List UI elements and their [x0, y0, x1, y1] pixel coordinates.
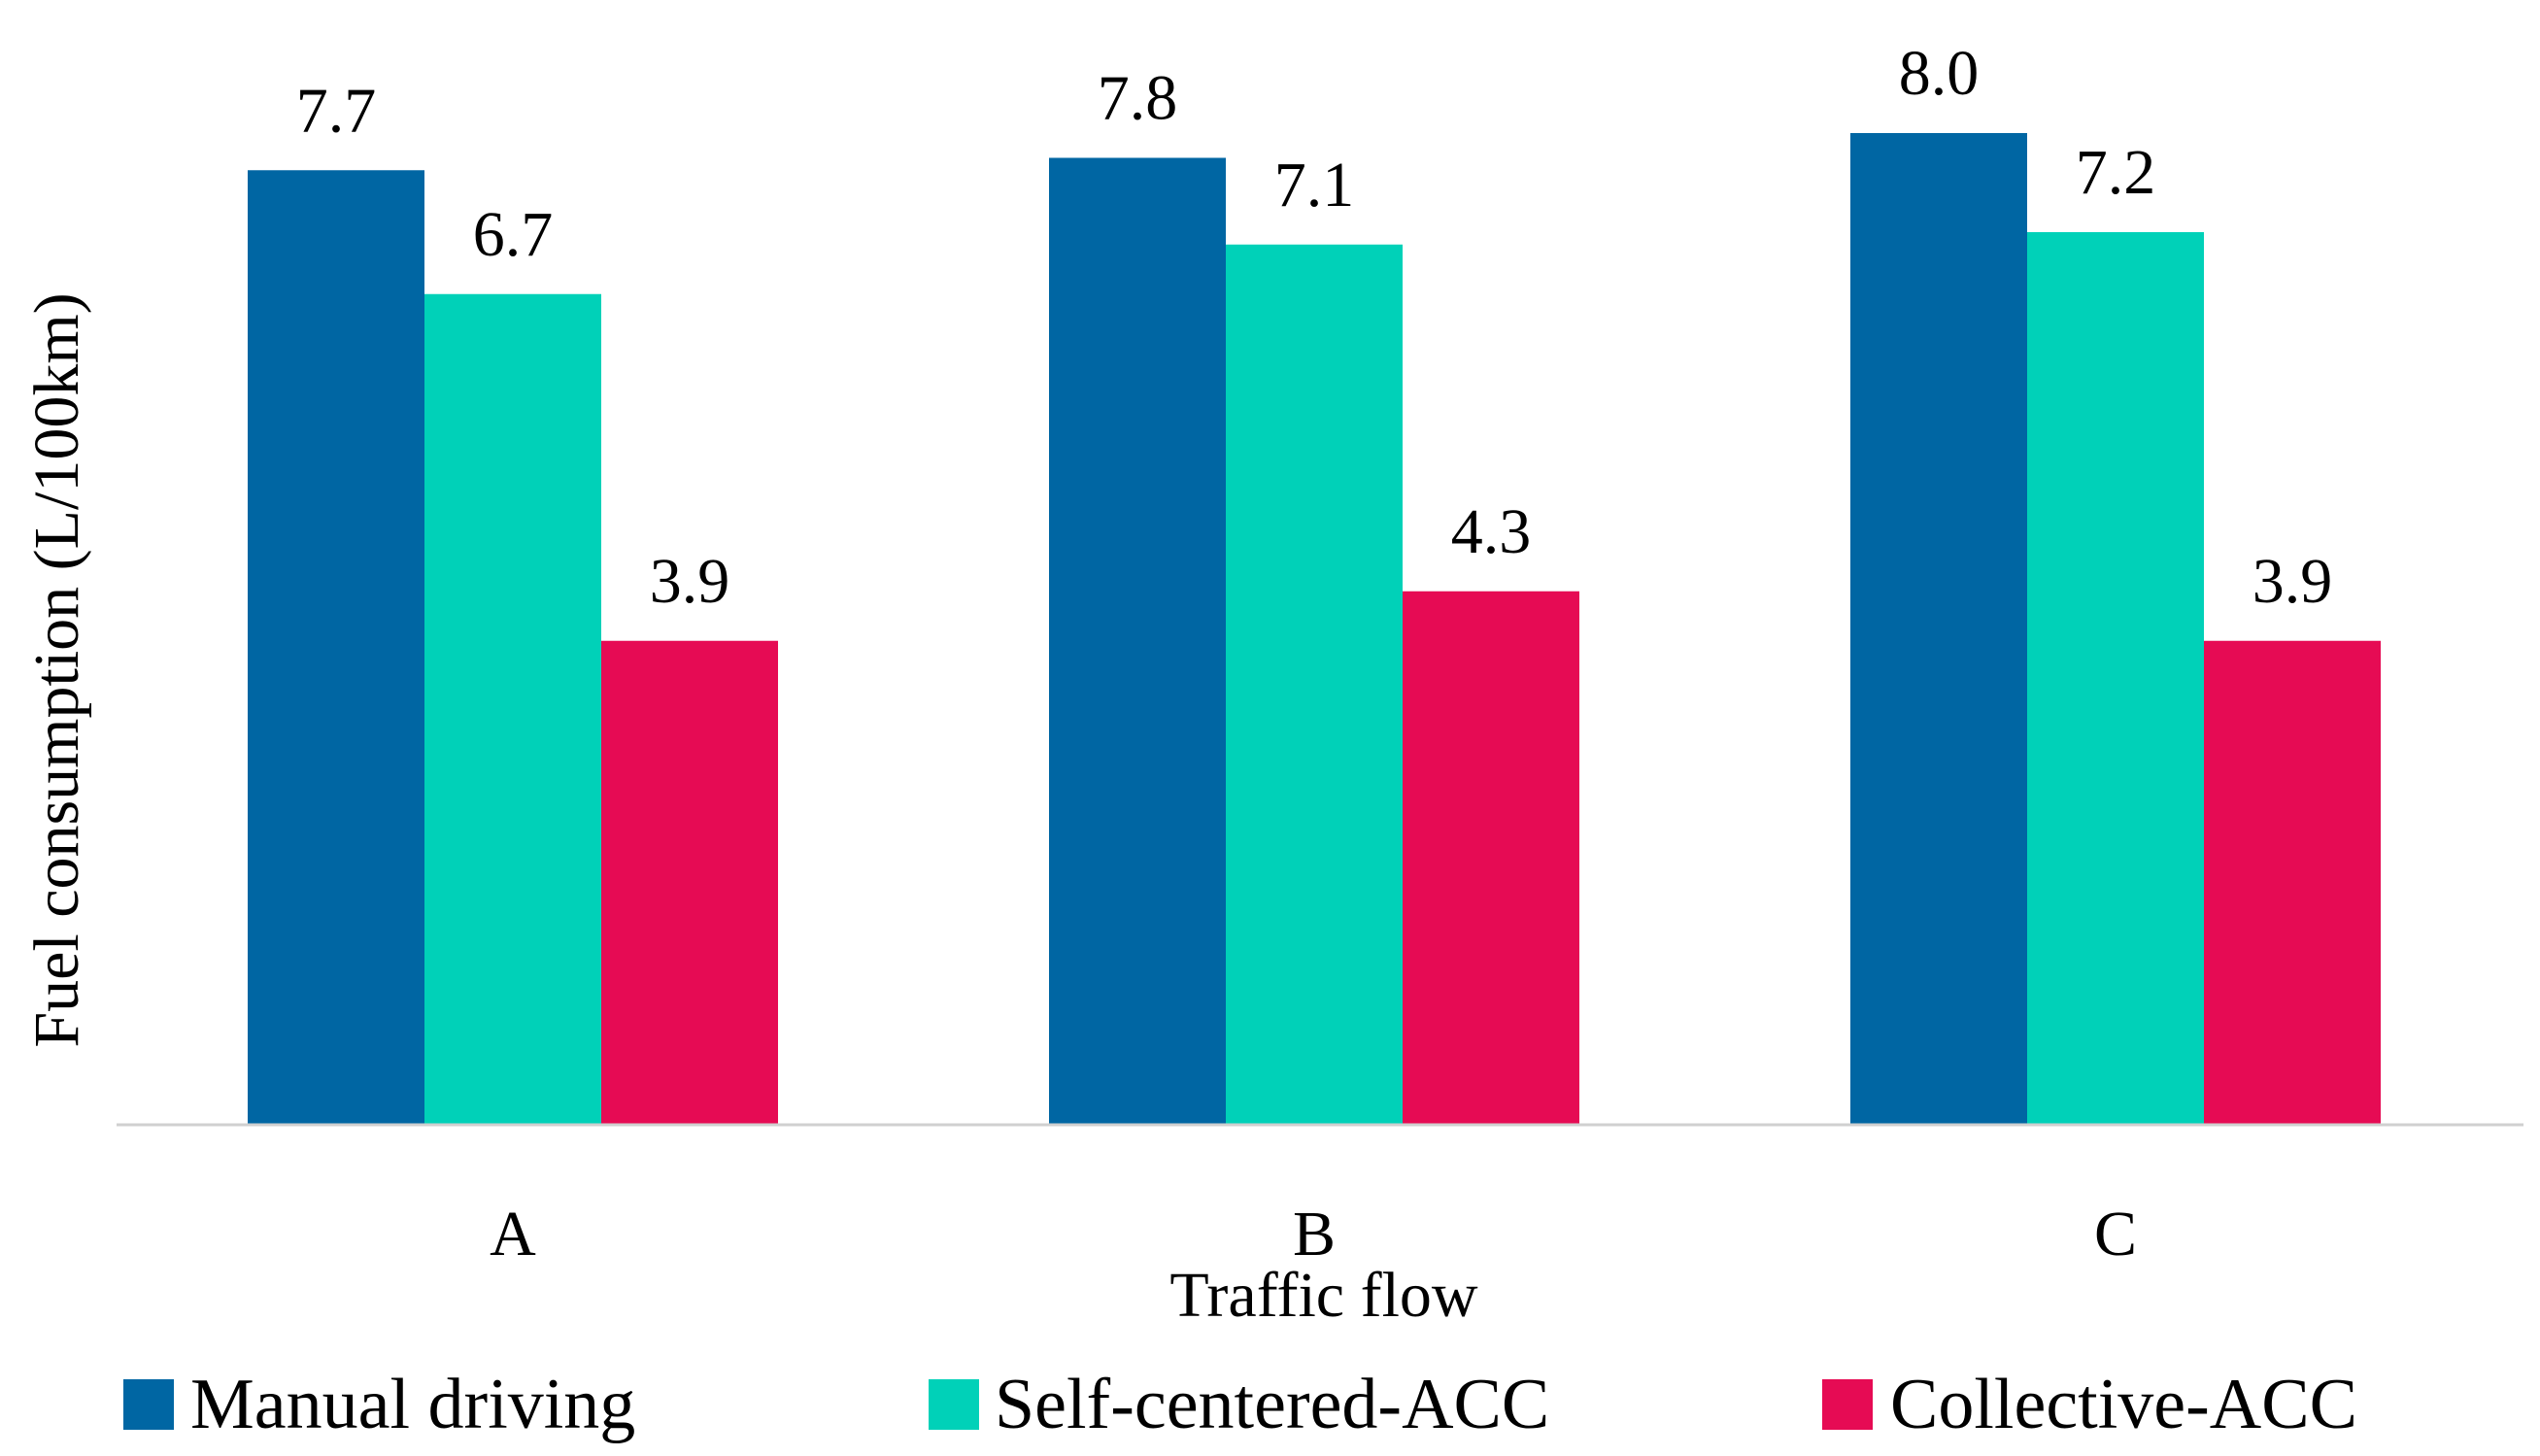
- bar-manual-driving-a: [248, 170, 424, 1124]
- bar-collective-acc-a: [601, 640, 778, 1124]
- data-labels-layer: 7.7 6.7 3.9 7.8 7.1 4.3 8.0 7.2 3.9: [296, 38, 2333, 617]
- x-tick-label-c: C: [2094, 1199, 2137, 1270]
- bar-self-centered-acc-c: [2027, 232, 2204, 1124]
- data-label-manual-driving-b: 7.8: [1098, 63, 1178, 134]
- x-tick-label-b: B: [1293, 1199, 1336, 1270]
- legend-swatch-collective-acc: [1822, 1379, 1873, 1430]
- data-label-self-centered-acc-a: 6.7: [473, 199, 554, 270]
- bars-layer: [248, 133, 2381, 1124]
- bar-self-centered-acc-b: [1226, 244, 1403, 1124]
- data-label-collective-acc-c: 3.9: [2252, 546, 2333, 617]
- legend-swatch-self-centered-acc: [929, 1379, 979, 1430]
- y-axis-title: Fuel consumption (L/100km): [21, 292, 92, 1047]
- bar-self-centered-acc-a: [424, 293, 601, 1124]
- legend-label-self-centered-acc: Self-centered-ACC: [995, 1365, 1549, 1444]
- x-axis-title: Traffic flow: [1169, 1260, 1477, 1331]
- x-tick-label-a: A: [490, 1199, 536, 1270]
- bar-manual-driving-c: [1850, 133, 2027, 1124]
- legend-label-collective-acc: Collective-ACC: [1890, 1365, 2357, 1444]
- data-label-self-centered-acc-c: 7.2: [2076, 137, 2156, 208]
- x-tick-labels: A B C: [490, 1199, 2137, 1270]
- data-label-manual-driving-a: 7.7: [296, 75, 377, 146]
- bar-manual-driving-b: [1049, 157, 1226, 1124]
- legend-swatch-manual-driving: [123, 1379, 174, 1430]
- bar-collective-acc-c: [2204, 640, 2381, 1124]
- legend: Manual driving Self-centered-ACC Collect…: [123, 1365, 2357, 1444]
- bar-collective-acc-b: [1403, 591, 1579, 1124]
- data-label-collective-acc-b: 4.3: [1451, 496, 1532, 567]
- data-label-collective-acc-a: 3.9: [650, 546, 730, 617]
- data-label-self-centered-acc-b: 7.1: [1274, 150, 1355, 220]
- legend-label-manual-driving: Manual driving: [190, 1365, 635, 1444]
- data-label-manual-driving-c: 8.0: [1899, 38, 1980, 109]
